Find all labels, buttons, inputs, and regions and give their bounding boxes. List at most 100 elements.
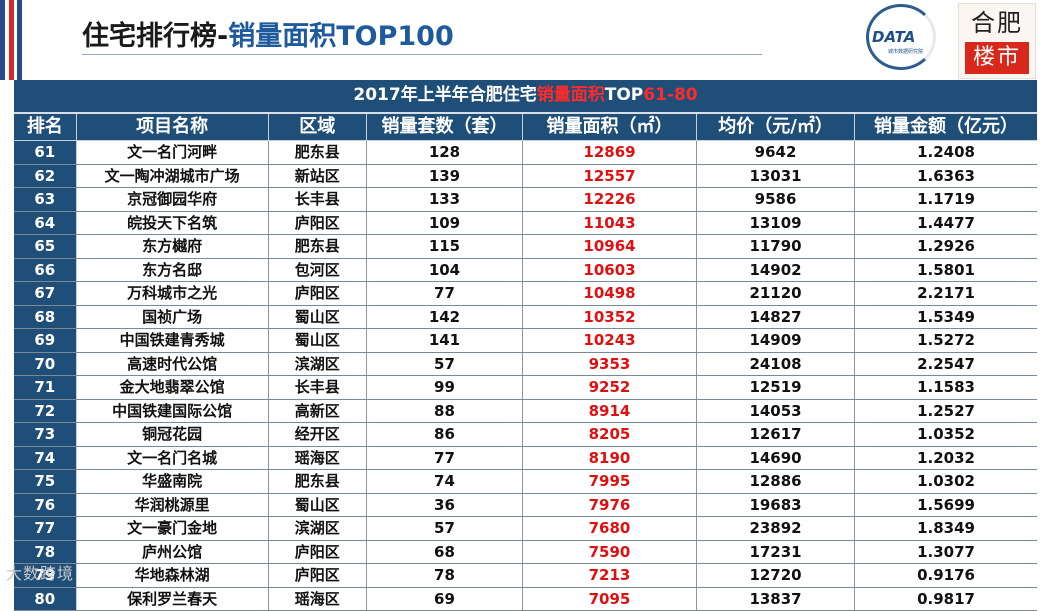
cell-units: 57 [367, 353, 523, 376]
cell-amount: 1.5349 [855, 306, 1037, 329]
cell-units: 139 [367, 165, 523, 188]
cell-amount: 0.9817 [855, 588, 1037, 611]
cell-area: 10243 [523, 329, 697, 352]
cell-area: 9353 [523, 353, 697, 376]
col-header-district: 区域 [269, 114, 367, 140]
cell-price: 12720 [697, 564, 855, 587]
cell-project-name: 皖投天下名筑 [77, 212, 269, 235]
cell-rank: 80 [14, 588, 77, 611]
cell-area: 7590 [523, 541, 697, 564]
cell-project-name: 东方名邸 [77, 259, 269, 282]
banner-highlight: 销量面积 [537, 85, 605, 105]
cell-units: 109 [367, 212, 523, 235]
cell-area: 7976 [523, 494, 697, 517]
cell-amount: 1.2527 [855, 400, 1037, 423]
city-logo: 合肥 楼市 [958, 3, 1036, 79]
cell-units: 74 [367, 470, 523, 493]
cell-units: 68 [367, 541, 523, 564]
cell-amount: 1.2926 [855, 235, 1037, 258]
cell-amount: 1.8349 [855, 517, 1037, 540]
cell-units: 69 [367, 588, 523, 611]
cell-rank: 72 [14, 400, 77, 423]
cell-area: 12869 [523, 141, 697, 164]
col-header-rank: 排名 [14, 114, 77, 140]
cell-project-name: 东方樾府 [77, 235, 269, 258]
cell-price: 23892 [697, 517, 855, 540]
cell-rank: 65 [14, 235, 77, 258]
cell-district: 瑶海区 [269, 447, 367, 470]
cell-project-name: 华润桃源里 [77, 494, 269, 517]
cell-district: 肥东县 [269, 235, 367, 258]
cell-rank: 61 [14, 141, 77, 164]
col-header-area: 销量面积（㎡） [523, 114, 697, 140]
cell-area: 8914 [523, 400, 697, 423]
cell-units: 115 [367, 235, 523, 258]
cell-district: 长丰县 [269, 188, 367, 211]
cell-price: 17231 [697, 541, 855, 564]
cell-amount: 2.2171 [855, 282, 1037, 305]
cell-rank: 69 [14, 329, 77, 352]
cell-district: 庐阳区 [269, 541, 367, 564]
data-logo-text: DATA [872, 28, 915, 46]
cell-district: 蜀山区 [269, 494, 367, 517]
cell-rank: 71 [14, 376, 77, 399]
cell-rank: 74 [14, 447, 77, 470]
col-header-price: 均价（元/㎡） [697, 114, 855, 140]
cell-district: 肥东县 [269, 141, 367, 164]
cell-area: 12226 [523, 188, 697, 211]
cell-project-name: 中国铁建国际公馆 [77, 400, 269, 423]
cell-amount: 1.1719 [855, 188, 1037, 211]
data-logo-subtext: 城市数据研究院 [888, 48, 923, 55]
cell-rank: 64 [14, 212, 77, 235]
banner-prefix: 2017年上半年合肥住宅 [353, 85, 536, 105]
cell-amount: 1.4477 [855, 212, 1037, 235]
cell-units: 133 [367, 188, 523, 211]
cell-district: 经开区 [269, 423, 367, 446]
city-logo-line1: 合肥 [959, 8, 1035, 38]
cell-district: 庐阳区 [269, 282, 367, 305]
cell-area: 9252 [523, 376, 697, 399]
cell-project-name: 保利罗兰春天 [77, 588, 269, 611]
cell-project-name: 京冠御园华府 [77, 188, 269, 211]
cell-amount: 1.2408 [855, 141, 1037, 164]
flag-stripes-decoration [0, 0, 22, 80]
cell-units: 99 [367, 376, 523, 399]
cell-area: 10964 [523, 235, 697, 258]
banner-suffix: TOP [605, 85, 644, 105]
cell-amount: 1.5699 [855, 494, 1037, 517]
cell-price: 24108 [697, 353, 855, 376]
cell-project-name: 文一陶冲湖城市广场 [77, 165, 269, 188]
cell-price: 9586 [697, 188, 855, 211]
cell-amount: 1.0352 [855, 423, 1037, 446]
cell-project-name: 中国铁建青秀城 [77, 329, 269, 352]
cell-units: 142 [367, 306, 523, 329]
cell-area: 7680 [523, 517, 697, 540]
page-title: 住宅排行榜-销量面积TOP100 [82, 14, 454, 53]
cell-units: 77 [367, 282, 523, 305]
cell-amount: 1.1583 [855, 376, 1037, 399]
cell-area: 7213 [523, 564, 697, 587]
cell-units: 57 [367, 517, 523, 540]
cell-price: 14902 [697, 259, 855, 282]
cell-rank: 68 [14, 306, 77, 329]
cell-district: 庐阳区 [269, 564, 367, 587]
cell-amount: 2.2547 [855, 353, 1037, 376]
cell-amount: 1.0302 [855, 470, 1037, 493]
cell-district: 瑶海区 [269, 588, 367, 611]
title-divider [82, 54, 762, 55]
cell-price: 12886 [697, 470, 855, 493]
cell-project-name: 高速时代公馆 [77, 353, 269, 376]
cell-units: 88 [367, 400, 523, 423]
cell-price: 12617 [697, 423, 855, 446]
cell-units: 141 [367, 329, 523, 352]
cell-district: 滨湖区 [269, 353, 367, 376]
